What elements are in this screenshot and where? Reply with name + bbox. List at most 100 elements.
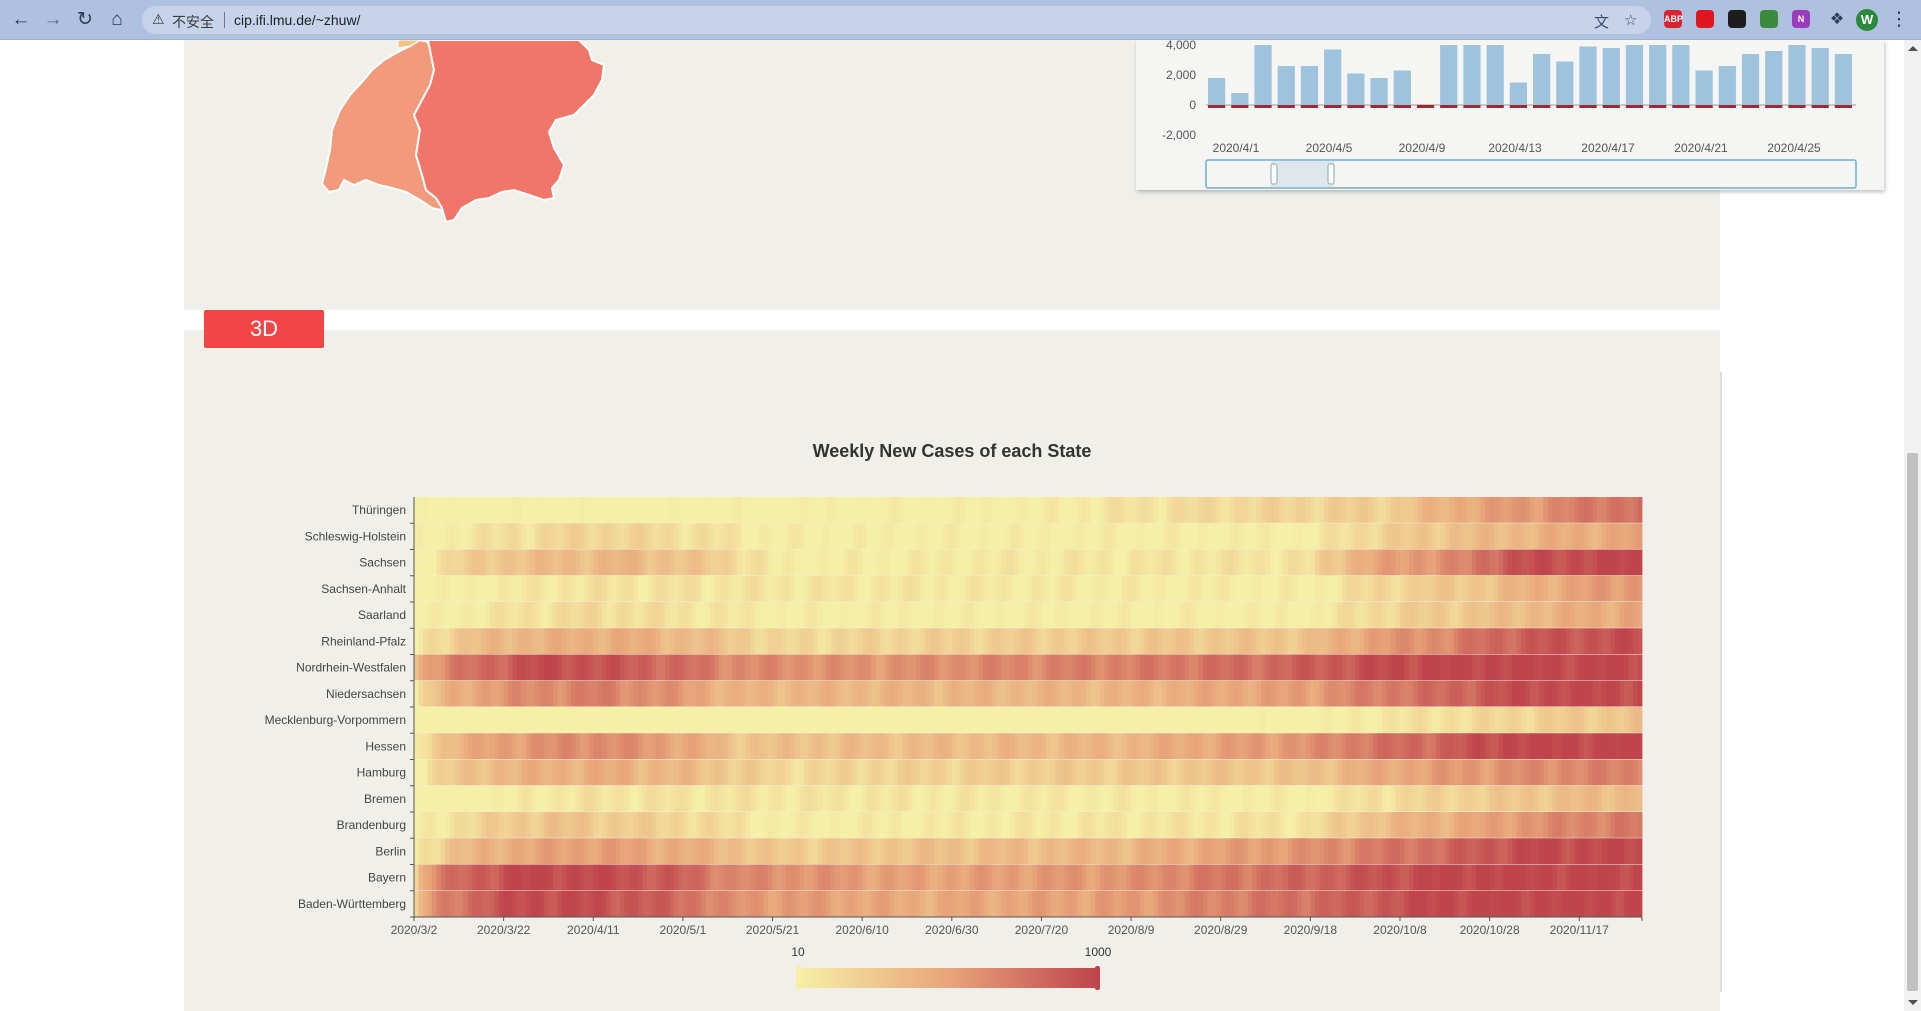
heatmap-cell[interactable] (1028, 497, 1033, 523)
heatmap-cell[interactable] (1292, 654, 1298, 681)
heatmap-cell[interactable] (1207, 864, 1213, 891)
heatmap-cell[interactable] (848, 812, 854, 838)
heatmap-cell[interactable] (898, 523, 903, 549)
heatmap-cell[interactable] (889, 733, 894, 759)
heatmap-cell[interactable] (763, 707, 769, 733)
heatmap-cell[interactable] (1341, 575, 1347, 602)
heatmap-cell[interactable] (1140, 864, 1145, 891)
heatmap-cell[interactable] (1305, 602, 1311, 628)
heatmap-cell[interactable] (839, 733, 845, 759)
heatmap-cell[interactable] (1175, 733, 1181, 759)
heatmap-cell[interactable] (929, 838, 935, 864)
heatmap-cell[interactable] (732, 628, 738, 654)
heatmap-cell[interactable] (1032, 838, 1038, 864)
heatmap-cell[interactable] (947, 628, 953, 654)
heatmap-cell[interactable] (992, 838, 998, 864)
heatmap-cell[interactable] (539, 890, 545, 917)
heatmap-cell[interactable] (682, 812, 688, 838)
heatmap-cell[interactable] (714, 549, 720, 576)
bar-negative[interactable] (1788, 105, 1806, 108)
heatmap-cell[interactable] (808, 812, 814, 838)
heatmap-cell[interactable] (1171, 733, 1177, 759)
heatmap-cell[interactable] (1364, 838, 1370, 864)
heatmap-cell[interactable] (853, 654, 859, 681)
heatmap-cell[interactable] (517, 707, 522, 733)
heatmap-cell[interactable] (1538, 707, 1544, 733)
heatmap-cell[interactable] (1395, 654, 1401, 681)
heatmap-cell[interactable] (1301, 759, 1307, 786)
heatmap-cell[interactable] (898, 680, 903, 707)
heatmap-cell[interactable] (978, 785, 984, 812)
heatmap-cell[interactable] (996, 654, 1002, 681)
heatmap-cell[interactable] (951, 890, 957, 917)
heatmap-cell[interactable] (588, 759, 594, 786)
heatmap-cell[interactable] (1319, 812, 1325, 838)
heatmap-cell[interactable] (1144, 523, 1150, 549)
heatmap-cell[interactable] (1449, 523, 1455, 549)
heatmap-cell[interactable] (785, 575, 791, 602)
heatmap-cell[interactable] (992, 864, 998, 891)
heatmap-cell[interactable] (1032, 497, 1038, 523)
heatmap-cell[interactable] (1238, 838, 1244, 864)
heatmap-cell[interactable] (1453, 759, 1459, 786)
heatmap-cell[interactable] (920, 628, 926, 654)
heatmap-cell[interactable] (1534, 628, 1540, 654)
heatmap-cell[interactable] (1274, 602, 1280, 628)
heatmap-cell[interactable] (906, 864, 912, 891)
heatmap-cell[interactable] (1368, 733, 1374, 759)
heatmap-cell[interactable] (1628, 602, 1634, 628)
heatmap-cell[interactable] (835, 575, 841, 602)
heatmap-cell[interactable] (570, 759, 576, 786)
heatmap-cell[interactable] (709, 759, 715, 786)
heatmap-cell[interactable] (1122, 680, 1127, 707)
heatmap-cell[interactable] (521, 628, 527, 654)
heatmap-cell[interactable] (866, 497, 872, 523)
heatmap-cell[interactable] (1319, 523, 1325, 549)
heatmap-cell[interactable] (781, 654, 787, 681)
heatmap-cell[interactable] (1261, 890, 1266, 917)
heatmap-cell[interactable] (445, 549, 451, 576)
heatmap-cell[interactable] (1346, 707, 1352, 733)
heatmap-cell[interactable] (741, 654, 747, 681)
heatmap-cell[interactable] (969, 549, 975, 576)
heatmap-cell[interactable] (1310, 497, 1316, 523)
heatmap-cell[interactable] (620, 812, 626, 838)
heatmap-cell[interactable] (920, 890, 926, 917)
heatmap-cell[interactable] (422, 628, 428, 654)
heatmap-cell[interactable] (785, 785, 791, 812)
heatmap-cell[interactable] (1274, 654, 1280, 681)
heatmap-cell[interactable] (1104, 680, 1110, 707)
heatmap-cell[interactable] (1081, 628, 1087, 654)
heatmap-cell[interactable] (1543, 759, 1549, 786)
heatmap-cell[interactable] (1005, 785, 1011, 812)
heatmap-cell[interactable] (933, 602, 939, 628)
heatmap-cell[interactable] (709, 497, 715, 523)
heatmap-cell[interactable] (1341, 733, 1347, 759)
heatmap-cell[interactable] (1570, 628, 1576, 654)
heatmap-cell[interactable] (1444, 733, 1450, 759)
heatmap-cell[interactable] (1050, 680, 1056, 707)
heatmap-cell[interactable] (687, 890, 693, 917)
heatmap-cell[interactable] (1296, 785, 1302, 812)
heatmap-cell[interactable] (535, 680, 540, 707)
heatmap-cell[interactable] (1157, 812, 1163, 838)
heatmap-cell[interactable] (606, 838, 612, 864)
heatmap-cell[interactable] (1135, 838, 1141, 864)
heatmap-cell[interactable] (485, 707, 491, 733)
heatmap-cell[interactable] (494, 497, 500, 523)
heatmap-cell[interactable] (1391, 549, 1396, 576)
heatmap-cell[interactable] (664, 838, 670, 864)
heatmap-cell[interactable] (458, 680, 464, 707)
heatmap-cell[interactable] (1243, 890, 1249, 917)
heatmap-cell[interactable] (942, 785, 948, 812)
heatmap-cell[interactable] (1373, 628, 1378, 654)
heatmap-cell[interactable] (790, 628, 796, 654)
heatmap-cell[interactable] (463, 497, 469, 523)
heatmap-cell[interactable] (1050, 575, 1056, 602)
heatmap-cell[interactable] (1256, 759, 1262, 786)
heatmap-cell[interactable] (1001, 549, 1006, 576)
heatmap-cell[interactable] (633, 812, 639, 838)
heatmap-cell[interactable] (414, 497, 419, 523)
heatmap-cell[interactable] (1512, 680, 1517, 707)
heatmap-cell[interactable] (449, 838, 455, 864)
